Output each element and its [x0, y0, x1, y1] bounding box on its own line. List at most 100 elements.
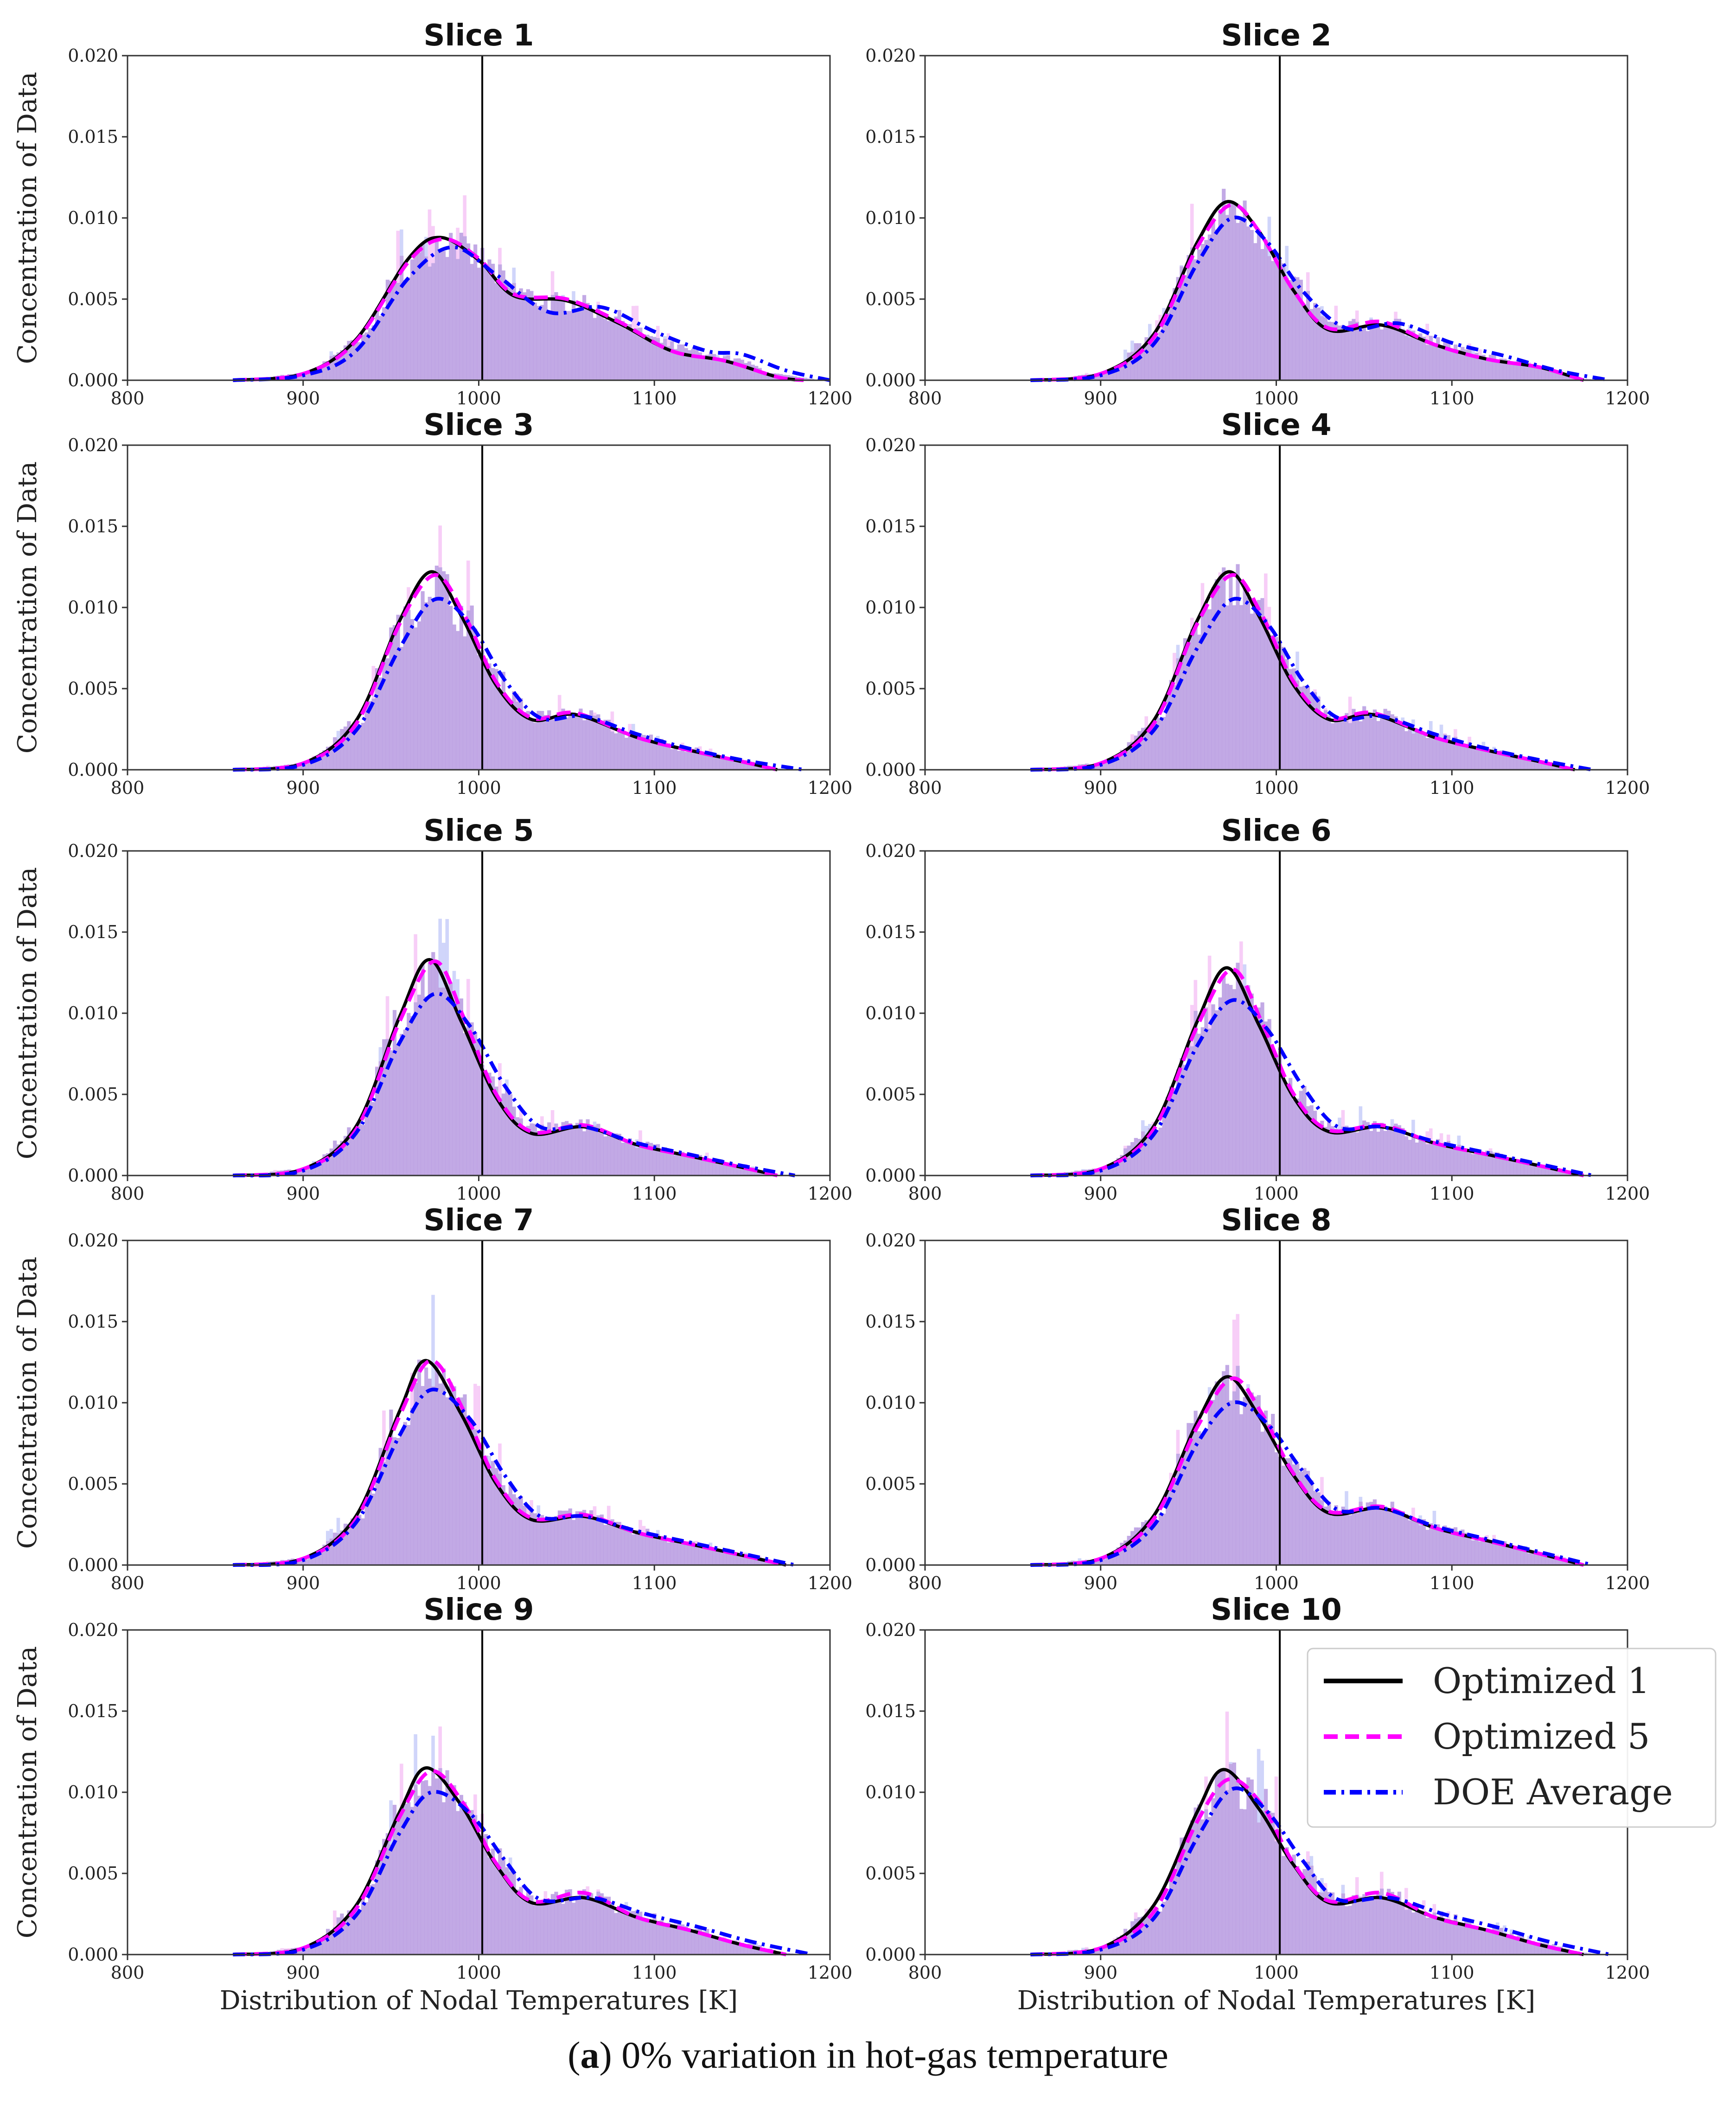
histogram-spike: [452, 971, 456, 1001]
histogram-spike: [442, 943, 446, 988]
histogram-bar: [1320, 1500, 1324, 1565]
panel-slice-7: 800 900 1000 1100 12000.0000.0050.0100.0150.…: [13, 1203, 852, 1593]
histogram-spike: [550, 271, 555, 295]
histogram-bar: [1348, 1132, 1352, 1176]
histogram: [1046, 1314, 1581, 1565]
histogram-bar: [1137, 1527, 1142, 1565]
histogram-spike: [336, 1518, 340, 1534]
histogram-bar: [470, 605, 474, 770]
histogram-bar: [1257, 1395, 1261, 1565]
histogram-bar: [375, 668, 379, 770]
histogram-spike: [414, 1734, 417, 1785]
histogram-bar: [1499, 358, 1503, 380]
histogram-bar: [638, 1911, 643, 1955]
histogram-bar: [1345, 1509, 1349, 1565]
histogram-bar: [1141, 1522, 1145, 1565]
histogram-bar: [1520, 1936, 1525, 1955]
histogram-bar: [1545, 1165, 1549, 1176]
histogram-bar: [1457, 1531, 1461, 1565]
histogram-bar: [336, 352, 340, 380]
histogram-bar: [1155, 716, 1159, 770]
histogram-spike: [1411, 1119, 1415, 1135]
histogram-bar: [491, 263, 495, 380]
histogram-bar: [1359, 1502, 1363, 1565]
histogram-bar: [649, 735, 653, 770]
histogram-bar: [1130, 1531, 1135, 1565]
histogram-bar: [740, 359, 744, 380]
histogram-bar: [442, 571, 446, 770]
histogram-bar: [1197, 249, 1201, 380]
histogram-bar: [1541, 369, 1545, 380]
x-tick-label: 1100: [1430, 778, 1474, 798]
histogram-bar: [1338, 718, 1342, 770]
histogram-spike: [1176, 645, 1180, 658]
histogram-bar: [1123, 1540, 1128, 1565]
histogram-bar: [1474, 1154, 1479, 1176]
histogram-bar: [1362, 1120, 1366, 1176]
x-tick-label: 1200: [808, 778, 853, 798]
histogram-spike: [414, 934, 417, 1003]
histogram-bar: [1408, 1904, 1412, 1955]
histogram-bar: [596, 305, 600, 380]
histogram-bar: [1503, 751, 1507, 770]
histogram-spike: [1267, 217, 1271, 256]
histogram-spike: [477, 1386, 481, 1449]
y-axis-label: Concentration of Data: [13, 461, 43, 754]
histogram-bar: [1345, 1906, 1349, 1955]
histogram-bar: [1366, 331, 1370, 380]
histogram-bar: [1485, 747, 1489, 770]
kde-line-doe-average: [233, 245, 830, 382]
histogram-bar: [1264, 240, 1268, 380]
histogram-bar: [494, 283, 498, 380]
histogram-bar: [589, 1510, 594, 1565]
histogram-bar: [1162, 717, 1166, 770]
histogram-bar: [1229, 1400, 1233, 1565]
histogram-bar: [635, 328, 639, 380]
histogram-bar: [526, 1125, 530, 1176]
histogram-bar: [1173, 288, 1177, 380]
histogram-bar: [421, 242, 425, 380]
histogram-spike: [1439, 1133, 1443, 1144]
histogram-bar: [1102, 1947, 1106, 1955]
histogram-bar: [1214, 1775, 1219, 1955]
histogram-bar: [557, 716, 562, 770]
x-tick-label: 900: [1084, 1573, 1117, 1593]
histogram-spike: [1478, 349, 1482, 356]
histogram-bar: [1264, 1021, 1268, 1176]
histogram-bar: [400, 1811, 404, 1955]
histogram-bar: [572, 300, 576, 380]
histogram-bar: [1562, 1559, 1567, 1565]
histogram-bar: [407, 1013, 411, 1176]
histogram-bar: [315, 368, 319, 380]
histogram-bar: [1471, 355, 1475, 380]
histogram-bar: [1485, 1150, 1489, 1176]
histogram-bar: [547, 311, 551, 380]
histogram-bar: [1204, 1007, 1208, 1176]
y-tick-label: 0.005: [68, 678, 118, 699]
histogram-bar: [1232, 989, 1236, 1176]
histogram-bar: [414, 1382, 418, 1565]
histogram-bar: [1439, 1143, 1443, 1176]
histogram-bar: [593, 716, 597, 770]
histogram-bar: [572, 1520, 576, 1565]
histogram-bar: [1200, 244, 1205, 380]
histogram-bar: [1211, 219, 1215, 380]
histogram-bar: [550, 719, 555, 770]
histogram-bar: [526, 1517, 530, 1565]
histogram-bar: [533, 1513, 537, 1565]
histogram-spike: [326, 1531, 330, 1541]
histogram-bar: [407, 1802, 411, 1955]
histogram-bar: [1562, 373, 1567, 380]
histogram-spike: [1243, 964, 1247, 986]
histogram-bar: [1499, 1154, 1503, 1176]
histogram-bar: [1520, 1548, 1525, 1565]
histogram-bar: [1197, 1431, 1201, 1565]
histogram-bar: [575, 1123, 579, 1176]
histogram-bar: [656, 338, 660, 380]
histogram-bar: [1372, 1499, 1377, 1565]
histogram-bar: [519, 288, 523, 380]
histogram-spike: [1081, 1948, 1085, 1950]
histogram-bar: [737, 358, 741, 380]
histogram-bar: [681, 344, 685, 380]
histogram-bar: [1517, 758, 1521, 770]
